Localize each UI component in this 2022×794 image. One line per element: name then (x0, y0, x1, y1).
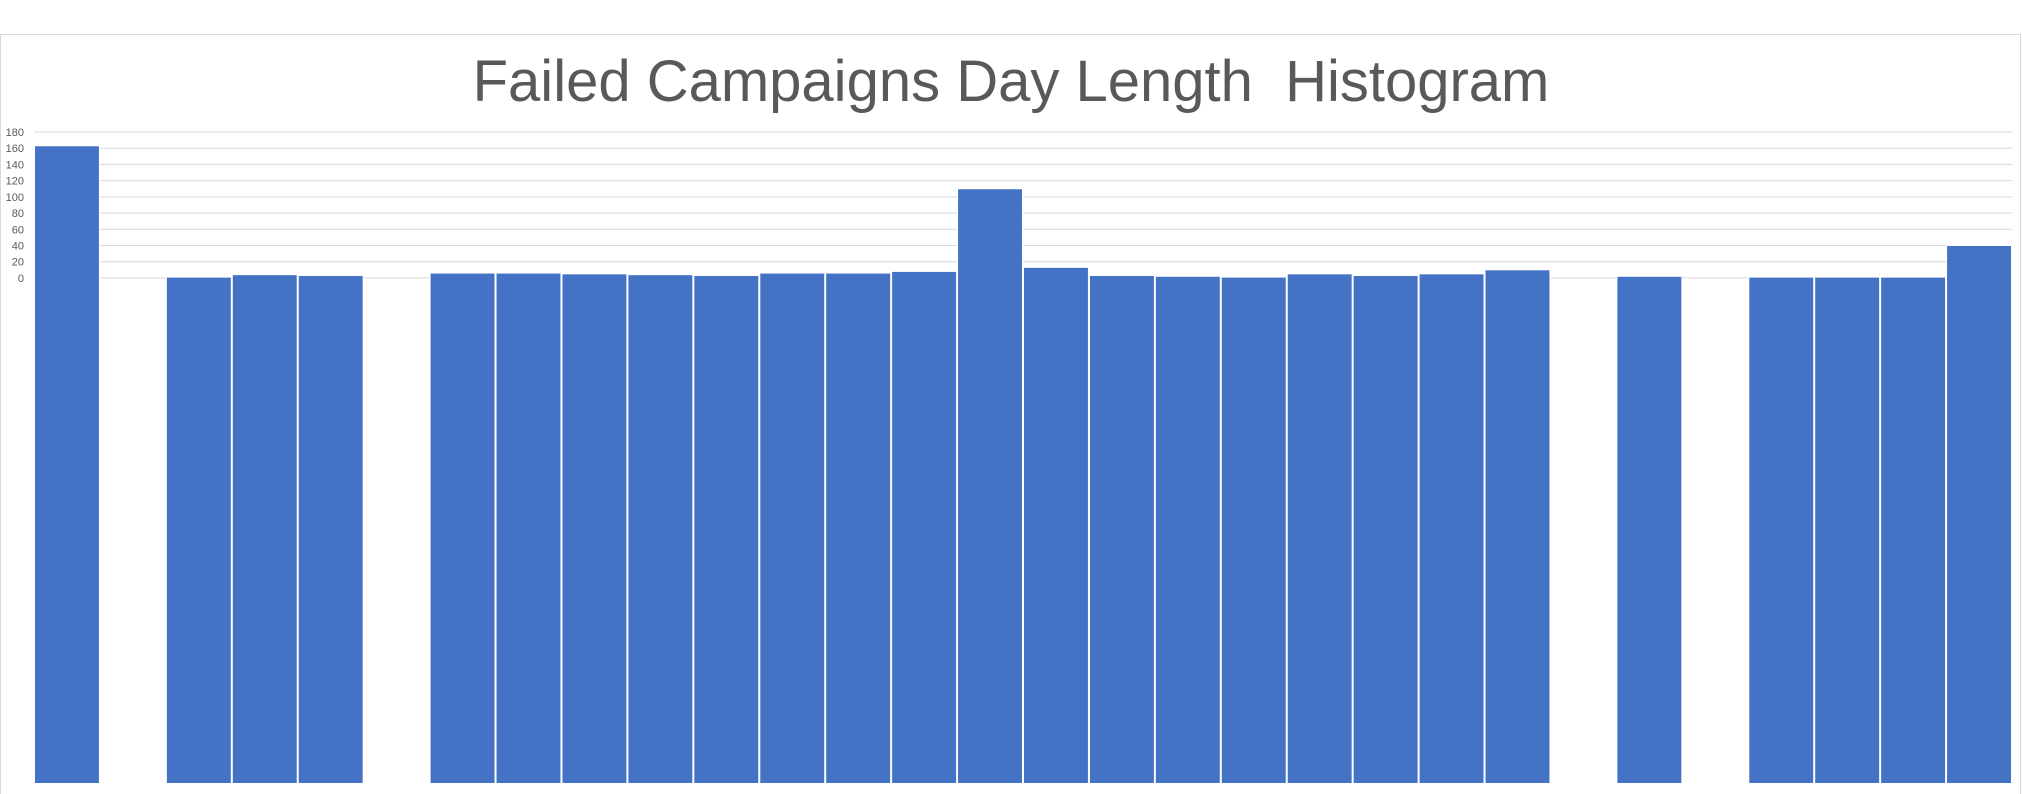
histogram-bar (825, 272, 892, 783)
histogram-bar (1286, 273, 1353, 783)
y-tick-label: 40 (12, 240, 24, 252)
histogram-bar (495, 272, 562, 783)
histogram-bar (1484, 269, 1551, 783)
histogram-bar (1352, 274, 1419, 783)
histogram-bar (297, 274, 364, 783)
y-tick-label: 20 (12, 257, 24, 269)
y-tick-label: 120 (6, 176, 24, 188)
gridlines (34, 131, 2012, 279)
histogram-bar (627, 274, 694, 783)
histogram-bar (429, 272, 496, 783)
y-tick-label: 160 (6, 143, 24, 155)
histogram-bar (231, 274, 298, 783)
histogram-bar (693, 274, 760, 783)
histogram-bar (561, 273, 628, 783)
histogram-bar (1154, 275, 1221, 783)
histogram-bar (1023, 266, 1089, 783)
histogram-bar (1880, 276, 1947, 783)
histogram-bar (759, 272, 826, 783)
y-tick-label: 140 (6, 159, 24, 171)
y-tick-label: 80 (12, 208, 24, 220)
histogram-bar (1616, 275, 1683, 783)
histogram-bar (1946, 244, 2012, 783)
histogram-bar (891, 270, 958, 783)
y-tick-label: 0 (18, 273, 24, 285)
histogram-bar (1748, 276, 1815, 783)
bars (34, 145, 2012, 783)
histogram-bar (34, 145, 100, 783)
histogram-bar (165, 276, 232, 783)
histogram-bar (1814, 276, 1881, 783)
y-tick-label: 100 (6, 192, 24, 204)
histogram-bar (1418, 273, 1485, 783)
chart-title: Failed Campaigns Day Length Histogram (472, 49, 1550, 114)
y-tick-label: 60 (12, 224, 24, 236)
histogram-bar (957, 188, 1023, 783)
y-tick-label: 180 (6, 127, 24, 139)
histogram-bar (1088, 274, 1155, 783)
y-axis: 0 20 40 60 80 100 120 140 160 180 (6, 127, 24, 285)
histogram-bar (1220, 276, 1287, 783)
